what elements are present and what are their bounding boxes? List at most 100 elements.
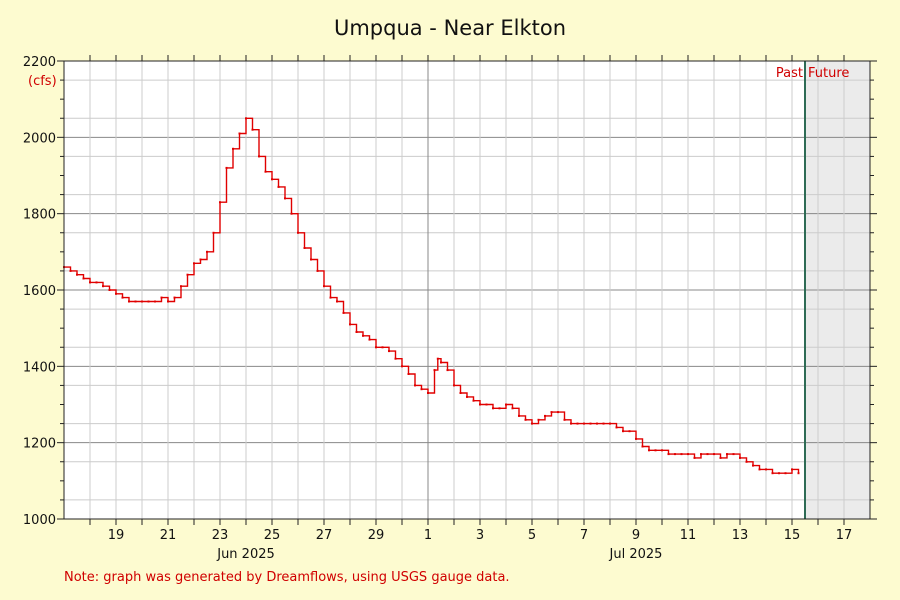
- data-point: [436, 357, 439, 360]
- data-point: [258, 155, 260, 158]
- data-point: [407, 373, 410, 375]
- x-tick-label: 19: [108, 528, 125, 543]
- x-tick-label: 3: [476, 528, 484, 543]
- data-point: [251, 128, 254, 131]
- x-tick-label: 1: [424, 528, 432, 543]
- data-point: [719, 456, 722, 459]
- data-point: [323, 285, 325, 288]
- data-point: [186, 273, 189, 276]
- data-point: [609, 422, 611, 425]
- data-point: [381, 346, 384, 349]
- data-point: [557, 411, 559, 414]
- data-point: [511, 407, 514, 410]
- data-point: [674, 453, 676, 456]
- data-point: [147, 300, 150, 303]
- data-point: [89, 281, 91, 284]
- y-tick-label: 1400: [23, 360, 56, 375]
- data-point: [316, 269, 319, 272]
- data-point: [739, 456, 741, 459]
- plot-border: [63, 60, 871, 520]
- series-line: [64, 117, 800, 474]
- y-tick-label: 1200: [23, 437, 56, 452]
- data-point: [303, 247, 306, 249]
- month-label: Jul 2025: [609, 547, 663, 562]
- data-point: [69, 269, 72, 272]
- data-point: [797, 472, 800, 475]
- data-point: [765, 468, 767, 471]
- data-point: [336, 300, 338, 303]
- data-point: [264, 170, 267, 173]
- data-point: [453, 384, 455, 387]
- data-point: [420, 388, 423, 391]
- data-point: [745, 460, 748, 463]
- data-point: [375, 346, 377, 349]
- data-point: [784, 472, 787, 475]
- data-point: [472, 399, 475, 402]
- data-point: [726, 453, 728, 456]
- y-tick-labels: 1000 1200 1400 1600 1800 2000 2200: [23, 55, 56, 528]
- data-point: [713, 453, 715, 456]
- data-point: [284, 197, 286, 200]
- data-point: [602, 422, 605, 425]
- month-labels: Jun 2025 Jul 2025: [216, 547, 662, 562]
- data-point: [576, 422, 579, 425]
- data-point: [232, 147, 234, 150]
- data-point: [583, 422, 585, 425]
- data-point: [693, 456, 696, 459]
- data-point: [544, 414, 546, 417]
- data-point: [466, 395, 468, 398]
- x-tick-label: 27: [316, 528, 333, 543]
- data-point: [791, 468, 793, 471]
- data-point: [108, 289, 111, 291]
- data-point: [667, 453, 670, 456]
- data-point: [550, 411, 553, 414]
- data-point: [141, 300, 143, 303]
- data-point: [271, 178, 273, 181]
- x-tick-label: 23: [212, 528, 229, 543]
- data-point: [635, 437, 637, 440]
- chart-title: Umpqua - Near Elkton: [334, 16, 566, 40]
- x-tick-label: 9: [632, 528, 640, 543]
- data-point: [778, 472, 780, 475]
- x-tick-label: 29: [368, 528, 385, 543]
- data-point: [193, 262, 195, 265]
- past-label: Past: [776, 66, 803, 81]
- data-point: [290, 212, 293, 215]
- data-point: [492, 407, 494, 410]
- data-point: [154, 300, 156, 303]
- data-point: [687, 453, 689, 456]
- data-point: [95, 281, 98, 284]
- data-point: [394, 357, 397, 360]
- data-point: [225, 166, 228, 169]
- data-point: [310, 258, 312, 261]
- data-point: [615, 426, 618, 429]
- data-point: [752, 464, 754, 467]
- x-tick-label: 5: [528, 528, 536, 543]
- data-point: [388, 350, 390, 353]
- data-point: [297, 231, 299, 234]
- data-point: [342, 311, 345, 314]
- data-point: [212, 231, 215, 234]
- data-point: [427, 392, 429, 394]
- data-point: [115, 292, 117, 295]
- data-point: [570, 422, 572, 425]
- data-point: [414, 384, 416, 387]
- y-tick-label: 1000: [23, 513, 56, 528]
- data-point: [758, 468, 761, 471]
- y-tick-label: 1600: [23, 284, 56, 299]
- data-point: [531, 422, 533, 425]
- data-point: [498, 407, 501, 410]
- data-point: [167, 300, 169, 303]
- data-point: [355, 331, 358, 333]
- x-tick-label: 7: [580, 528, 588, 543]
- data-point: [401, 365, 403, 368]
- data-point: [628, 430, 631, 433]
- data-point: [732, 453, 735, 456]
- month-label: Jun 2025: [216, 547, 275, 562]
- data-point: [596, 422, 598, 425]
- data-point: [680, 453, 683, 456]
- data-point: [199, 258, 202, 261]
- data-point: [245, 117, 247, 120]
- data-point: [82, 277, 85, 280]
